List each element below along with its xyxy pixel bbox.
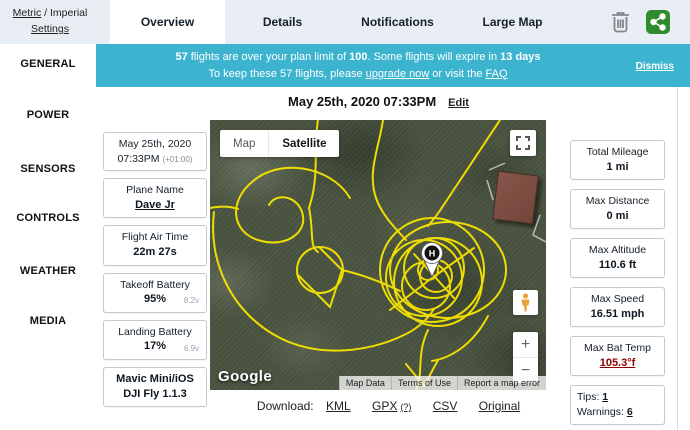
stat-takeoff-value: 95% bbox=[143, 293, 167, 306]
home-marker-pin: H bbox=[421, 242, 443, 279]
left-stats-column: May 25th, 2020 07:33PM (+01:00) Plane Na… bbox=[103, 132, 207, 408]
stat-mileage-label: Total Mileage bbox=[586, 146, 649, 158]
stat-max-speed: Max Speed 16.51 mph bbox=[570, 287, 665, 328]
edit-date-link[interactable]: Edit bbox=[448, 97, 469, 109]
svg-text:H: H bbox=[429, 249, 436, 259]
stat-datetime-time: 07:33PM bbox=[117, 152, 160, 165]
header-icons bbox=[610, 0, 670, 44]
download-label: Download: bbox=[256, 399, 314, 413]
map-view-button[interactable]: Map bbox=[220, 130, 269, 157]
stat-altitude-label: Max Altitude bbox=[588, 244, 647, 257]
stat-air-time: Flight Air Time 22m 27s bbox=[103, 225, 207, 266]
units-separator: / Imperial bbox=[41, 7, 88, 19]
sidebar-item-controls[interactable]: CONTROLS bbox=[16, 212, 80, 224]
stat-device-app: DJI Fly 1.1.3 bbox=[123, 388, 187, 401]
stat-battemp-label: Max Bat Temp bbox=[584, 342, 651, 355]
tab-overview[interactable]: Overview bbox=[110, 0, 225, 44]
map-zoom-control: + − bbox=[513, 332, 538, 383]
gpx-help-link[interactable]: (?) bbox=[400, 402, 412, 412]
trash-icon[interactable] bbox=[610, 10, 631, 34]
tab-bar: Overview Details Notifications Large Map bbox=[110, 0, 570, 44]
pegman-streetview[interactable] bbox=[513, 290, 538, 315]
stat-datetime-date: May 25th, 2020 bbox=[118, 138, 192, 150]
sidebar-item-weather[interactable]: WEATHER bbox=[19, 265, 77, 277]
stat-total-mileage: Total Mileage 1 mi bbox=[570, 140, 665, 181]
flight-path-overlay: H bbox=[210, 120, 546, 390]
banner-line-2: To keep these 57 flights, please upgrade… bbox=[208, 67, 508, 80]
settings-link[interactable]: Settings bbox=[31, 23, 69, 36]
map-type-switcher: Map Satellite bbox=[220, 130, 340, 157]
zoom-out-button[interactable]: − bbox=[520, 361, 531, 379]
stat-battemp-value[interactable]: 105.3°f bbox=[599, 357, 636, 369]
stat-max-distance: Max Distance 0 mi bbox=[570, 189, 665, 230]
terms-of-use-link[interactable]: Terms of Use bbox=[390, 376, 457, 390]
download-csv-link[interactable]: CSV bbox=[432, 399, 458, 413]
stat-altitude-value: 110.6 ft bbox=[598, 258, 637, 271]
tab-large-map[interactable]: Large Map bbox=[482, 15, 543, 29]
tips-count-link[interactable]: 1 bbox=[602, 391, 609, 404]
tips-label: Tips: bbox=[577, 391, 600, 404]
warnings-label: Warnings: bbox=[577, 406, 624, 419]
fullscreen-icon bbox=[516, 136, 530, 150]
share-icon[interactable] bbox=[646, 10, 670, 34]
download-kml-link[interactable]: KML bbox=[325, 399, 351, 413]
stat-device-model: Mavic Mini/iOS bbox=[116, 372, 194, 385]
dismiss-link[interactable]: Dismiss bbox=[635, 61, 674, 72]
stat-takeoff-label: Takeoff Battery bbox=[120, 278, 190, 291]
banner-line-1: 57 flights are over your plan limit of 1… bbox=[175, 51, 541, 63]
stat-plane-label: Plane Name bbox=[126, 184, 184, 197]
stat-plane-name: Plane Name Dave Jr bbox=[103, 178, 207, 219]
flight-date-header: May 25th, 2020 07:33PM Edit bbox=[96, 94, 661, 109]
metric-link[interactable]: Metric bbox=[12, 7, 42, 19]
download-row: Download: KML GPX (?) CSV Original bbox=[96, 399, 690, 413]
stat-landing-battery: Landing Battery 17% 6.9v bbox=[103, 319, 207, 360]
stat-distance-label: Max Distance bbox=[585, 195, 650, 208]
stat-takeoff-voltage: 8.2v bbox=[183, 296, 199, 306]
stat-air-time-value: 22m 27s bbox=[133, 246, 177, 259]
top-bar: Metric / Imperial Settings Overview Deta… bbox=[0, 0, 690, 44]
satellite-map[interactable]: H Map Satellite + − Google Map Data Term… bbox=[210, 120, 546, 390]
stat-datetime-tz: (+01:00) bbox=[162, 154, 193, 164]
stat-device: Mavic Mini/iOS DJI Fly 1.1.3 bbox=[103, 366, 207, 408]
stat-datetime: May 25th, 2020 07:33PM (+01:00) bbox=[103, 132, 207, 172]
plane-name-link[interactable]: Dave Jr bbox=[135, 199, 175, 212]
report-map-error-link[interactable]: Report a map error bbox=[456, 376, 546, 390]
pegman-icon bbox=[521, 293, 530, 312]
tab-details[interactable]: Details bbox=[262, 15, 303, 29]
flight-date-title: May 25th, 2020 07:33PM bbox=[288, 94, 437, 109]
download-original-link[interactable]: Original bbox=[478, 399, 521, 413]
plan-limit-banner: 57 flights are over your plan limit of 1… bbox=[96, 44, 690, 87]
fullscreen-button[interactable] bbox=[510, 130, 536, 156]
stat-tips-warnings: Tips: 1 Warnings: 6 bbox=[570, 385, 665, 425]
content-right-border bbox=[677, 87, 678, 430]
stat-distance-value: 0 mi bbox=[606, 209, 629, 222]
stat-mileage-value: 1 mi bbox=[606, 160, 629, 173]
sidebar-item-media[interactable]: MEDIA bbox=[29, 315, 67, 327]
stat-max-bat-temp: Max Bat Temp 105.3°f bbox=[570, 336, 665, 377]
upgrade-now-link[interactable]: upgrade now bbox=[365, 67, 430, 80]
faq-link[interactable]: FAQ bbox=[485, 67, 508, 80]
stat-landing-label: Landing Battery bbox=[118, 325, 192, 338]
satellite-view-button[interactable]: Satellite bbox=[268, 130, 340, 157]
stat-air-time-label: Flight Air Time bbox=[121, 231, 189, 244]
google-logo: Google bbox=[218, 368, 273, 385]
zoom-in-button[interactable]: + bbox=[513, 332, 538, 358]
stat-takeoff-battery: Takeoff Battery 95% 8.2v bbox=[103, 272, 207, 313]
stat-max-altitude: Max Altitude 110.6 ft bbox=[570, 238, 665, 279]
sidebar: GENERAL POWER SENSORS CONTROLS WEATHER M… bbox=[0, 44, 96, 430]
map-attribution: Map Data Terms of Use Report a map error bbox=[338, 376, 546, 390]
map-data-link[interactable]: Map Data bbox=[338, 376, 391, 390]
units-settings: Metric / Imperial Settings bbox=[0, 5, 100, 38]
right-stats-column: Total Mileage 1 mi Max Distance 0 mi Max… bbox=[570, 140, 665, 425]
sidebar-item-general[interactable]: GENERAL bbox=[20, 58, 76, 70]
sidebar-item-sensors[interactable]: SENSORS bbox=[20, 163, 76, 175]
stat-speed-label: Max Speed bbox=[590, 293, 645, 306]
download-gpx-link[interactable]: GPX bbox=[372, 399, 398, 413]
sidebar-item-power[interactable]: POWER bbox=[26, 109, 70, 121]
stat-landing-value: 17% bbox=[143, 340, 167, 353]
warnings-count-link[interactable]: 6 bbox=[626, 406, 633, 419]
tab-notifications[interactable]: Notifications bbox=[361, 15, 434, 29]
stat-landing-voltage: 6.9v bbox=[183, 343, 199, 353]
stat-speed-value: 16.51 mph bbox=[590, 307, 645, 320]
